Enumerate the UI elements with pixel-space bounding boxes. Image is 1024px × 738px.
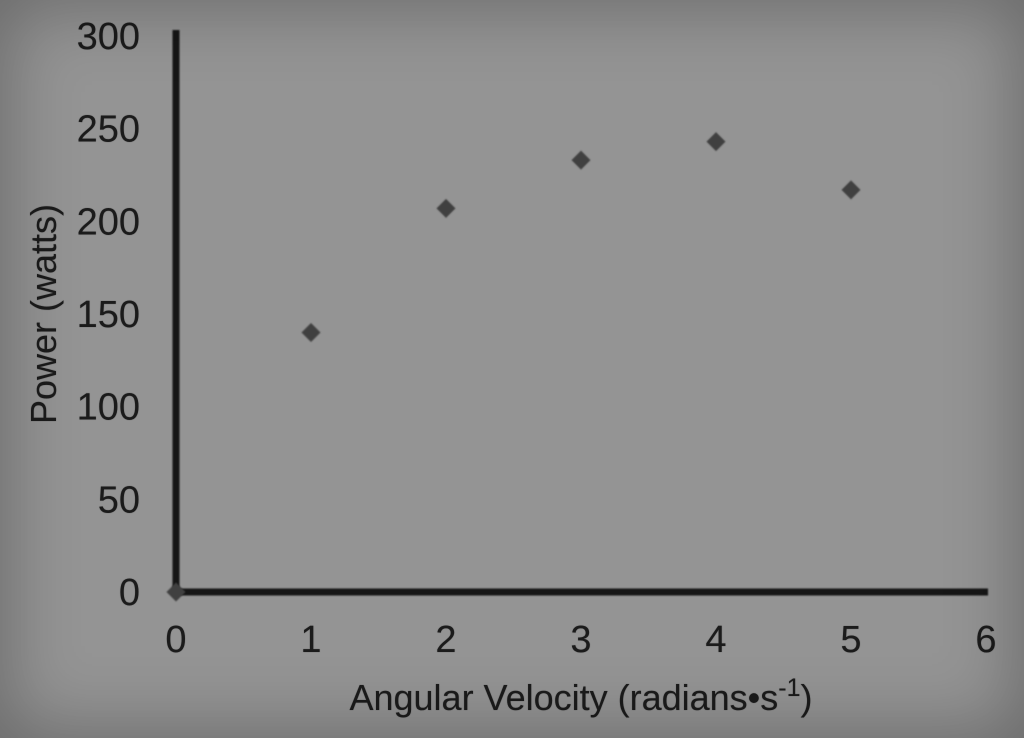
y-tick-label: 0: [119, 572, 140, 614]
x-tick-label: 4: [705, 619, 726, 661]
x-tick-label: 5: [840, 619, 861, 661]
y-tick-label: 50: [98, 479, 140, 521]
y-tick-label: 100: [77, 387, 140, 429]
x-axis-title-main: Angular Velocity (radians•s: [349, 677, 778, 718]
data-point: [301, 323, 321, 343]
x-tick-label: 3: [570, 619, 591, 661]
x-axis-title-superscript: -1: [778, 674, 800, 702]
data-point: [706, 132, 726, 152]
y-tick-label: 150: [77, 294, 140, 336]
x-axis-title: Angular Velocity (radians•s-1): [349, 674, 812, 718]
y-axis-title: Power (watts): [23, 204, 64, 424]
data-point: [436, 198, 456, 218]
y-tick-label: 300: [77, 16, 140, 58]
x-axis-title-suffix: ): [801, 677, 813, 718]
axes-group: [172, 30, 988, 596]
data-point: [571, 150, 591, 170]
x-tick-label: 2: [435, 619, 456, 661]
x-tick-label: 0: [165, 619, 186, 661]
data-points-group: [166, 132, 861, 602]
data-point: [166, 582, 186, 602]
x-tick-label: 6: [975, 619, 996, 661]
y-tick-label: 200: [77, 201, 140, 243]
x-tick-label: 1: [300, 619, 321, 661]
y-tick-label: 250: [77, 109, 140, 151]
data-point: [841, 180, 861, 200]
